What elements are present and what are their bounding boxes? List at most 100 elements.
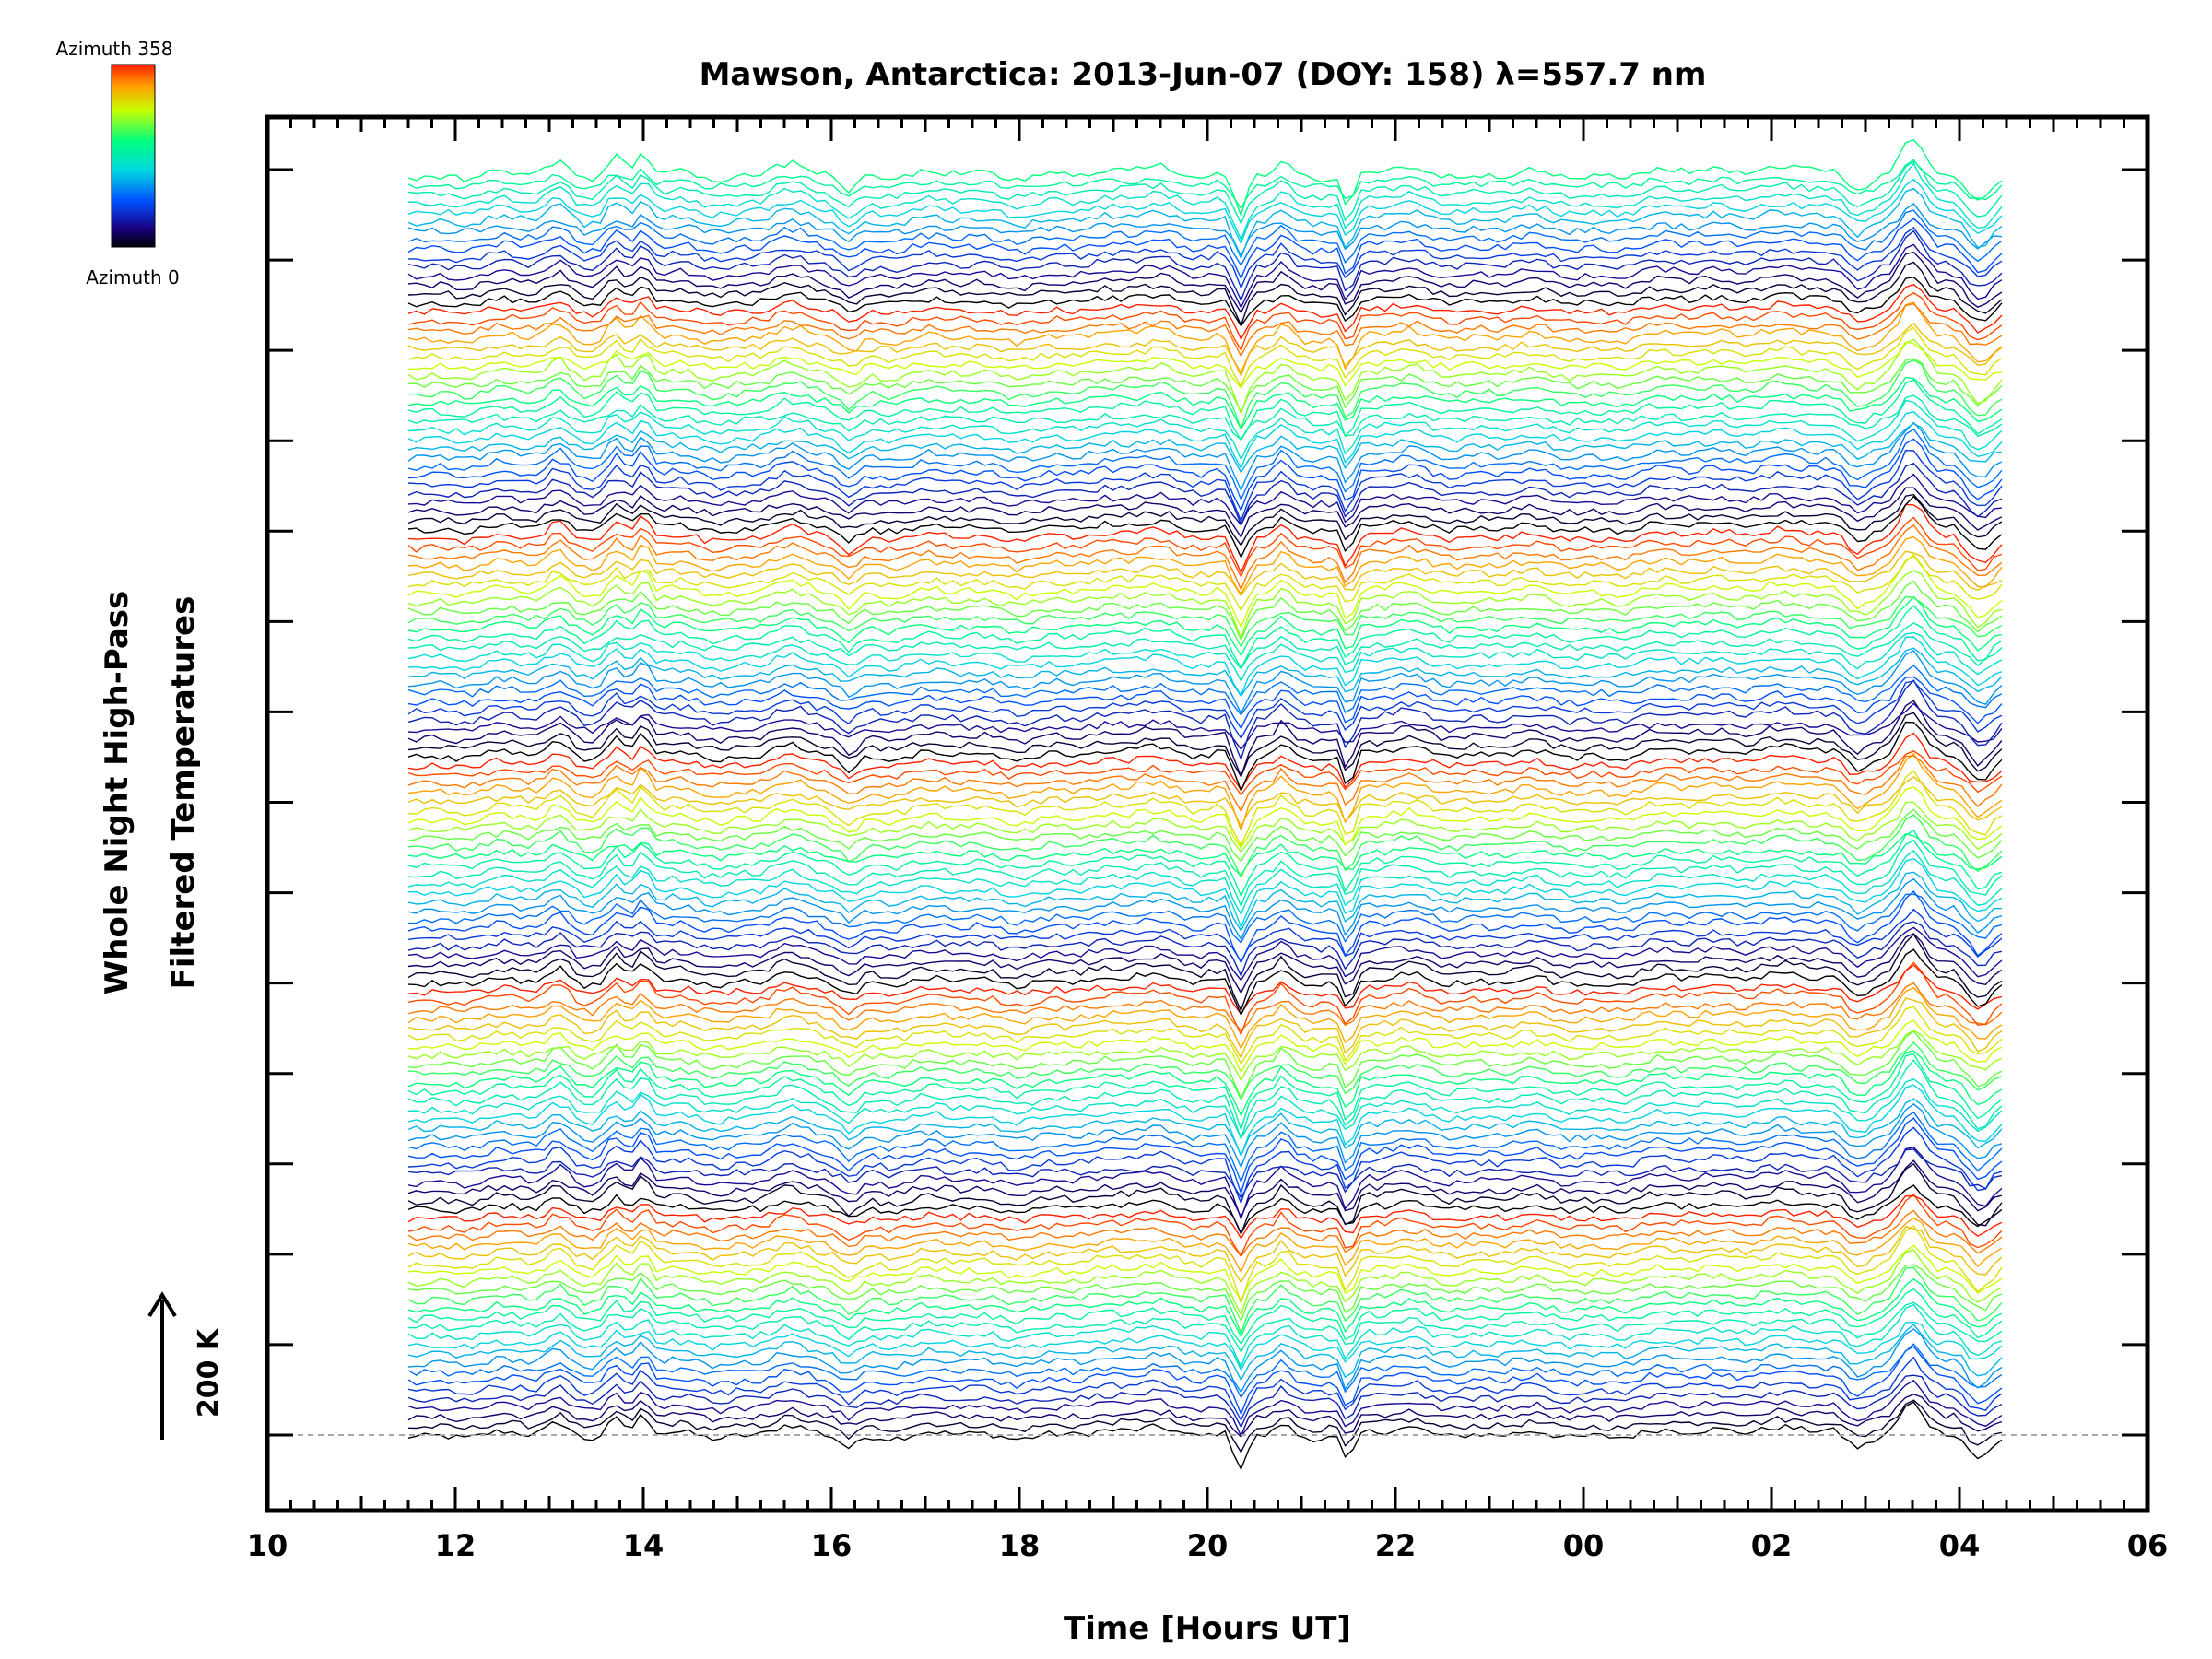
series-line: [407, 422, 2002, 475]
series-line: [407, 159, 2003, 210]
x-tick-label: 18: [999, 1528, 1041, 1563]
series-line: [407, 261, 2003, 327]
series-line: [407, 251, 2003, 314]
series-line: [407, 524, 2003, 592]
series-line: [407, 276, 2003, 327]
series-line: [407, 1343, 2003, 1399]
series-line: [407, 503, 2003, 574]
series-line: [407, 595, 2003, 649]
series-line: [407, 1374, 2003, 1429]
series-line: [407, 961, 2003, 1037]
series-line: [407, 487, 2003, 539]
colorbar-top-label: Azimuth 358: [56, 38, 173, 60]
series-line: [407, 1030, 2003, 1100]
series-line: [407, 1159, 2003, 1219]
series-line: [407, 678, 2003, 761]
series-line: [407, 893, 2003, 945]
series-line: [407, 187, 2003, 261]
series-line: [407, 702, 2003, 751]
series-line: [407, 473, 2002, 526]
series-line: [407, 605, 2003, 670]
series-line: [407, 438, 2003, 512]
series-line: [407, 1194, 2003, 1240]
series-line: [407, 948, 2003, 1017]
series-line: [407, 1321, 2003, 1371]
series-line: [407, 776, 2003, 828]
series-line: [407, 622, 2003, 670]
series-line: [407, 1126, 2003, 1206]
series-line: [407, 808, 2003, 863]
series-line: [407, 138, 2003, 218]
series-line: [407, 410, 2003, 470]
series-line: [407, 786, 2003, 850]
series-line: [407, 376, 2003, 431]
series-line: [407, 1266, 2003, 1335]
series-line: [407, 755, 2003, 813]
series-line: [407, 770, 2003, 848]
series-line: [407, 449, 2003, 524]
colorbar-bottom-label: Azimuth 0: [86, 266, 180, 288]
x-axis-tick-labels: 10 12 14 16 18 20 22 00 02 04 06: [247, 1528, 2169, 1563]
series-line: [407, 664, 2003, 716]
series-line: [407, 1303, 2003, 1370]
series-line: [407, 1323, 2003, 1382]
series-line: [407, 680, 2003, 740]
series-line: [407, 243, 2003, 310]
series-line: [407, 338, 2003, 416]
series-line: [407, 1277, 2003, 1338]
series-line: [407, 570, 2003, 641]
series-line: [407, 1148, 2003, 1199]
series-line: [407, 857, 2003, 929]
series-line: [407, 833, 2003, 877]
series-line: [407, 1379, 2003, 1438]
series-line: [407, 428, 2003, 501]
series-line: [407, 721, 2003, 793]
x-tick-label: 10: [247, 1528, 288, 1563]
series-line: [407, 1098, 2003, 1158]
series-line: [407, 379, 2003, 441]
series-line: [407, 921, 2003, 978]
series-line: [407, 326, 2003, 389]
x-tick-label: 02: [1751, 1528, 1793, 1563]
series-line: [407, 1111, 2003, 1184]
series-line: [407, 830, 2003, 898]
series-line: [407, 1328, 2003, 1394]
x-tick-label: 04: [1939, 1528, 1981, 1563]
series-line: [407, 1224, 2003, 1305]
series-line: [407, 650, 2003, 715]
series-line: [407, 877, 2003, 941]
series-line: [407, 752, 2003, 832]
series-line: [407, 647, 2003, 698]
series-line: [407, 358, 2003, 415]
series-line: [407, 1019, 2003, 1074]
x-tick-label: 16: [811, 1528, 853, 1563]
series-line: [407, 871, 2002, 933]
series-line: [407, 1184, 2003, 1235]
series-line: [407, 322, 2003, 374]
series-line: [407, 1030, 2003, 1082]
series-line: [407, 301, 2003, 378]
series-line: [407, 535, 2003, 596]
y-axis-label-line1: Whole Night High-Pass: [99, 591, 135, 995]
series-line: [407, 160, 2003, 226]
series-line: [407, 1356, 2003, 1422]
series-line: [407, 550, 2003, 597]
series-line: [407, 209, 2003, 267]
series-line: [407, 341, 2002, 390]
series-line: [407, 1346, 2003, 1416]
series-line: [407, 964, 2003, 1016]
series-line: [407, 1399, 2003, 1453]
y-axis-ticks: [267, 168, 2147, 1437]
series-line: [407, 580, 2003, 641]
series-line: [407, 493, 2003, 547]
colorbar-gradient: [111, 64, 156, 248]
y-axis-label-line2: Filtered Temperatures: [165, 596, 202, 990]
series-line: [407, 283, 2003, 341]
series-line: [407, 1103, 2003, 1170]
series-line: [407, 1394, 2003, 1438]
series-line: [407, 1264, 2003, 1323]
scale-arrow-head: [147, 1291, 177, 1318]
x-tick-label: 00: [1563, 1528, 1605, 1563]
scale-bar: 200 K: [147, 1291, 225, 1440]
series-line: [407, 595, 2003, 657]
